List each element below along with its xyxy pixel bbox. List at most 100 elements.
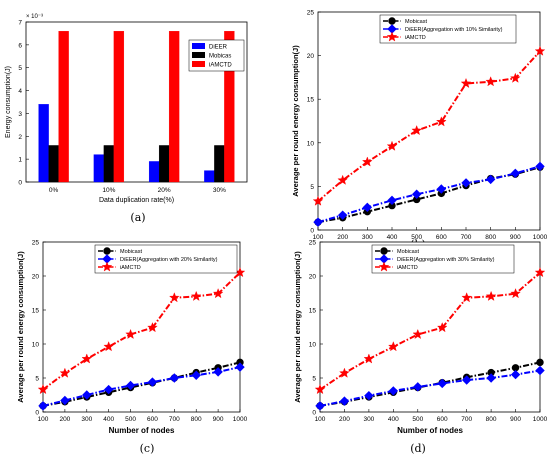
data-point-diamond [169,373,180,383]
x-tick-label: 700 [461,416,472,423]
y-tick-label: 5 [310,184,314,191]
x-tick-label: 20% [158,187,171,194]
data-point-star [510,72,521,83]
series-line-diamond [42,366,241,407]
data-point-diamond [147,377,158,387]
x-tick-label: 400 [387,234,398,241]
x-tick-label: 300 [81,416,92,423]
legend-label-dieer: DiEER [209,45,228,51]
legend-marker-circle [103,247,111,255]
data-point-diamond [235,362,245,372]
y-tick-label: 20 [32,274,40,281]
legend-marker-star [378,261,390,272]
x-tick-label: 500 [125,416,136,423]
y-tick-label: 4 [18,88,22,95]
x-tick-label: 200 [337,234,348,241]
y-tick-label: 2 [18,134,22,141]
y-tick-label: 1 [18,157,22,164]
legend-box [371,244,515,274]
legend-label-circle: Mobicast [120,249,142,255]
data-point-diamond [535,365,545,376]
data-point-diamond [313,217,323,227]
legend-label-iamctd: iAMCTD [209,63,232,69]
legend-label-diamond: DiEER(Aggregation with 30% Similarity) [397,257,495,263]
bar-dieer-2 [148,161,160,183]
y-tick-label: 0 [18,180,22,187]
bar-iamctd-0 [58,30,69,183]
x-tick-label: 600 [147,416,158,423]
data-point-diamond [510,168,521,179]
legend-label-star: iAMCTD [397,265,418,271]
data-point-diamond [413,382,423,392]
x-tick-label: 1000 [233,416,248,423]
data-point-diamond [38,401,48,411]
bar-iamctd-2 [168,30,180,183]
y-tick-label: 5 [18,65,22,72]
data-point-star [461,292,472,303]
data-point-star [81,353,93,364]
data-point-star [125,328,136,339]
data-point-diamond [213,367,223,377]
y-tick-label: 20 [309,274,317,281]
y-tick-label: 0 [35,410,39,417]
x-tick-label: 300 [362,234,373,241]
x-tick-label: 700 [461,234,472,241]
data-point-star [485,290,497,301]
data-point-star [147,322,158,333]
x-axis-label: Number of nodes [397,426,463,435]
y-tick-label: 0 [310,228,314,235]
x-tick-label: 200 [339,416,350,423]
x-tick-label: 900 [510,416,521,423]
x-tick-label: 100 [38,416,49,423]
series-line-star [42,271,241,391]
data-point-diamond [125,380,136,391]
legend-swatch-mobicas [192,52,205,58]
data-point-diamond [436,184,447,194]
data-point-star [436,116,447,127]
legend-label-star: iAMCTD [120,265,141,271]
legend-swatch-iamctd [192,61,205,67]
legend-label-mobicas: Mobicas [209,54,231,60]
data-point-diamond [485,174,496,185]
data-point-star [534,45,546,56]
x-tick-label: 1000 [533,416,548,423]
data-point-star [37,383,49,395]
data-point-diamond [191,370,201,380]
legend-box [94,244,238,274]
x-tick-label: 400 [388,416,399,423]
data-point-star [460,77,472,89]
y-tick-label: 5 [312,376,316,383]
data-point-diamond [337,210,348,220]
x-tick-label: 100 [313,234,324,241]
x-tick-label: 600 [437,416,448,423]
y-tick-label: 10 [307,140,315,147]
y-tick-label: 20 [307,53,315,60]
data-point-star [314,383,326,395]
x-tick-label: 1000 [533,234,548,241]
series-line-diamond [319,369,541,407]
data-point-star [59,367,71,378]
data-point-star [339,367,350,378]
data-point-star [485,76,496,87]
data-point-diamond [60,395,70,406]
x-axis-label: Number of nodes [109,426,175,435]
data-point-diamond [510,369,521,380]
y-axis-label: Energy consumption(J) [5,66,12,138]
y-tick-label: 5 [35,376,39,383]
x-tick-label: 900 [510,234,521,241]
data-point-diamond [103,384,114,395]
data-point-diamond [364,390,374,401]
series-line-diamond [317,165,541,224]
y-tick-label: 15 [307,97,315,104]
x-tick-label: 400 [103,416,114,423]
bar-mobicas-1 [103,145,115,183]
y-tick-label: 7 [18,20,22,27]
series-line-circle [42,361,241,407]
panel-caption: (d) [410,442,426,455]
y-tick-label: 25 [309,240,317,247]
data-point-diamond [486,373,496,383]
y-tick-label: 15 [309,308,317,315]
legend-label-circle: Mobicast [405,19,427,25]
data-point-star [412,328,424,339]
